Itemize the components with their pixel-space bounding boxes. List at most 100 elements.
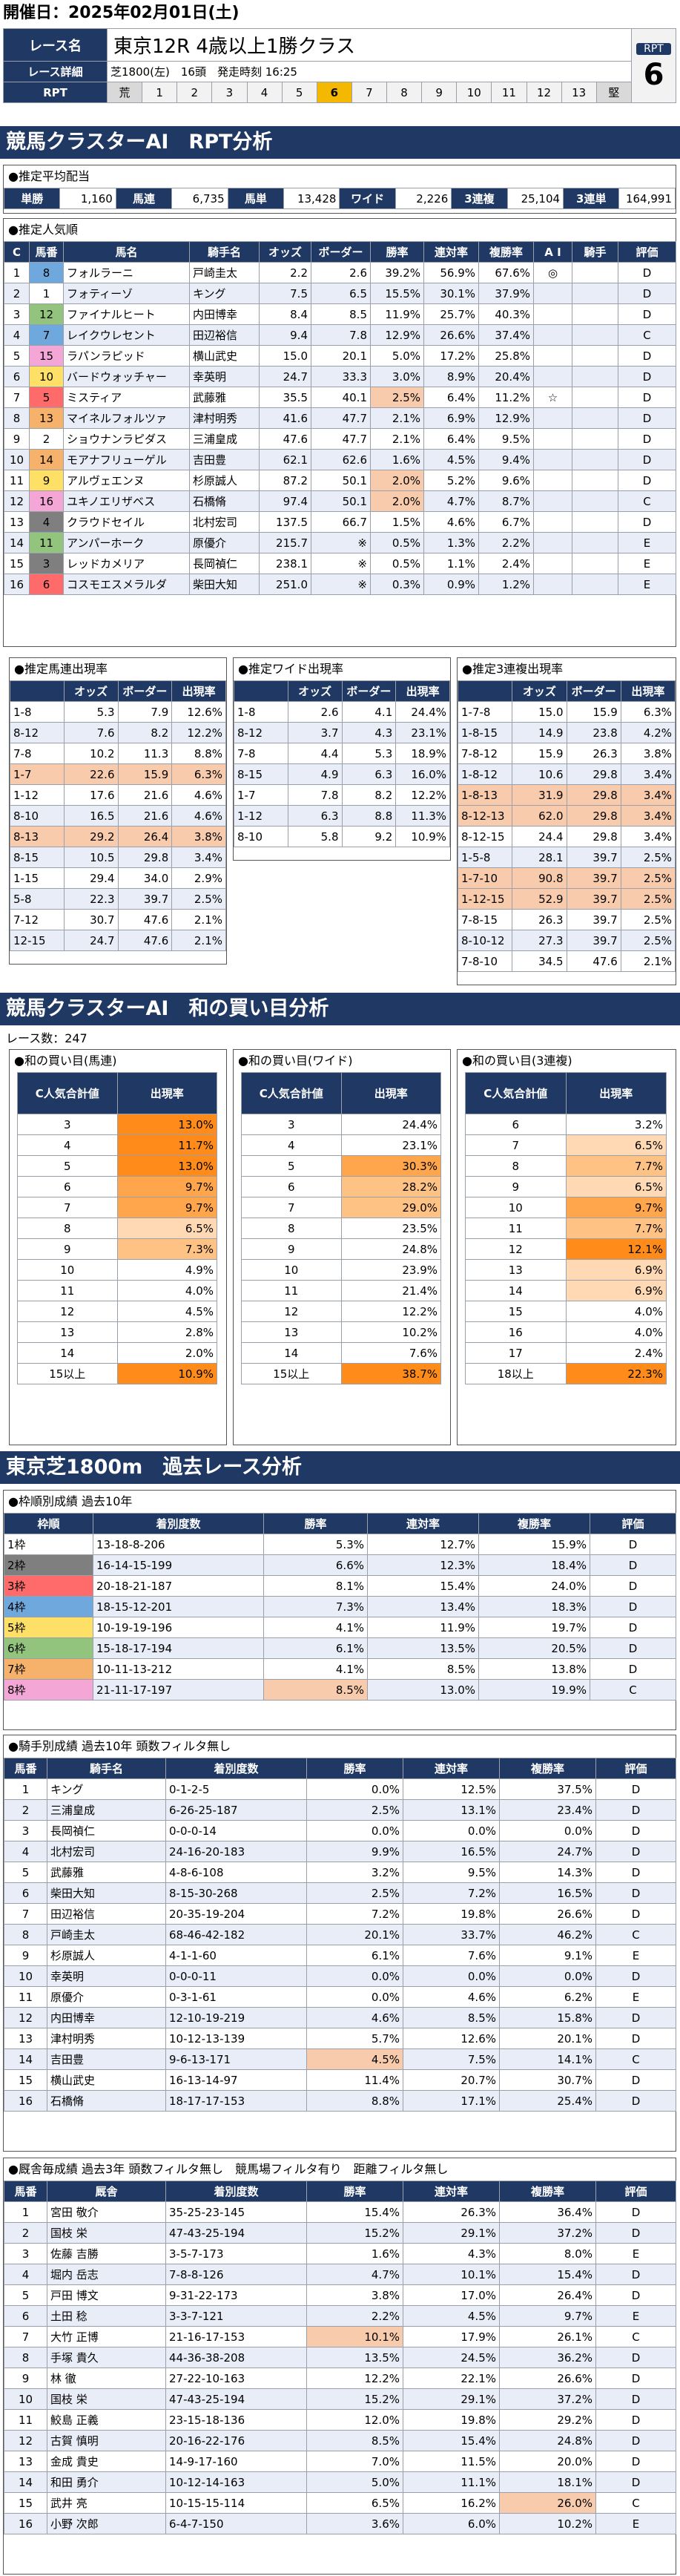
trio-rate-table: オッズ ボーダー 出現率 1-7-8 15.0 15.9 6.3% 1-8-15 14.9 23.… xyxy=(457,680,676,972)
pop-cell: 4 xyxy=(29,511,64,533)
table-row: 15以上 38.7% xyxy=(241,1363,441,1384)
column-header: ボーダー xyxy=(311,241,371,263)
stat-cell: 柴田大知 xyxy=(47,1882,166,1904)
stat-cell: 13.5% xyxy=(306,2347,403,2368)
pop-cell: D xyxy=(618,407,676,429)
stat-cell: 15.2% xyxy=(306,2388,403,2410)
stat-cell: 26.6% xyxy=(499,1903,596,1925)
pop-cell: 内田博幸 xyxy=(189,303,260,325)
pop-cell: レッドカメリア xyxy=(63,553,190,574)
sum-rate: 23.1% xyxy=(340,1134,441,1156)
payout-panel: ●推定平均配当 単勝 1,160 馬連 6,735 馬単 13,428 ワイド 2,226 3連… xyxy=(3,165,676,214)
pop-cell: 12 xyxy=(4,490,30,512)
table-row: 7-8 4.4 5.3 18.9% xyxy=(234,743,450,764)
payout-value: 1,160 xyxy=(59,188,116,209)
rate-cell: 2.1% xyxy=(171,930,226,951)
sum-rate: 38.7% xyxy=(340,1363,441,1384)
stat-cell: 土田 稔 xyxy=(47,2305,166,2327)
stat-cell: 戸崎圭太 xyxy=(47,1924,166,1945)
rate-cell: 30.7 xyxy=(63,909,119,930)
sum-key: 12 xyxy=(465,1238,567,1260)
sum-umaren-table: C人気合計値 出現率 3 13.0% 4 11.7% 5 13.0% 6 9.7% 7 9.7% 8 6.… xyxy=(17,1072,217,1384)
pop-cell: 20.1 xyxy=(311,345,371,367)
pop-cell: 9.5% xyxy=(478,428,534,450)
pop-cell xyxy=(572,283,618,304)
pop-cell: 66.7 xyxy=(311,511,371,533)
waku-cell: 4枠 xyxy=(4,1596,93,1617)
column-header: 勝率 xyxy=(370,241,424,263)
sum-rate: 4.9% xyxy=(116,1259,217,1281)
stat-cell: 9 xyxy=(4,1945,47,1966)
stat-cell: 7.0% xyxy=(306,2451,403,2472)
table-row: 6 柴田大知 8-15-30-268 2.5% 7.2% 16.5% D xyxy=(4,1882,676,1904)
pop-cell: 6.4% xyxy=(423,428,479,450)
table-row: 15以上 10.9% xyxy=(17,1363,217,1384)
sum-trio-table: C人気合計値 出現率 6 3.2% 7 6.5% 8 7.7% 9 6.5% 10 9.7% 11 7.7… xyxy=(465,1072,667,1384)
pop-cell: 62.6 xyxy=(311,449,371,470)
stat-cell: 13 xyxy=(4,2028,47,2049)
stat-cell: 9-31-22-173 xyxy=(165,2284,307,2306)
trainer-title: ●厩舎毎成績 過去3年 頭数フィルタ無し 競馬場フィルタ有り 距離フィルタ無し xyxy=(8,2162,449,2176)
rate-cell: 2.9% xyxy=(171,867,226,889)
stat-cell: 3 xyxy=(4,2243,47,2264)
stat-cell: D xyxy=(595,2222,676,2244)
stat-cell: 12.2% xyxy=(306,2368,403,2389)
stat-cell: C xyxy=(595,2326,676,2347)
sum-umaren-panel: ●和の買い目(馬連) C人気合計値 出現率 3 13.0% 4 11.7% 5 13.0% 6 9… xyxy=(9,1049,227,1445)
pop-cell: 三浦皇成 xyxy=(189,428,260,450)
stat-cell: 堀内 岳志 xyxy=(47,2264,166,2285)
race-name: 東京12R 4歳以上1勝クラス xyxy=(107,28,632,62)
race-label: レース名 xyxy=(3,28,108,62)
table-row: 15 3 レッドカメリア 長岡禎仁 238.1 ※ 0.5% 1.1% 2.4% E xyxy=(4,553,676,574)
stat-cell: 12.6% xyxy=(403,2028,500,2049)
trainer-table: 馬番 厩舎 着別度数 勝率 連対率 複勝率 評価 1 宮田 敬介 35-25-23-145 15.4… xyxy=(4,2181,676,2534)
stat-cell: 23.4% xyxy=(499,1799,596,1821)
stat-cell: C xyxy=(595,1924,676,1945)
table-row: 11 21.4% xyxy=(241,1280,441,1301)
column-header xyxy=(10,680,65,702)
stat-cell: 26.6% xyxy=(499,2368,596,2389)
pop-cell xyxy=(533,574,572,595)
pop-cell: 67.6% xyxy=(478,262,534,283)
stat-cell: 0.0% xyxy=(306,1778,403,1800)
stat-cell: 14 xyxy=(4,2471,47,2493)
stat-cell: 国枝 栄 xyxy=(47,2222,166,2244)
stat-cell: D xyxy=(595,2430,676,2451)
sum-key: 13 xyxy=(17,1321,118,1343)
column-header: 評価 xyxy=(618,241,676,263)
pop-cell: 9.6% xyxy=(478,470,534,491)
rate-cell: 39.7 xyxy=(566,930,621,951)
stat-cell: 20-16-22-176 xyxy=(165,2430,307,2451)
payout-type-label: ワイド xyxy=(339,188,396,209)
sum-key: 11 xyxy=(17,1280,118,1301)
rpt-scale-cell: 4 xyxy=(246,82,283,103)
sum-key: 13 xyxy=(465,1259,567,1281)
table-row: 14 和田 勇介 10-12-14-163 5.0% 11.1% 18.1% D xyxy=(4,2471,676,2493)
pop-cell: 杉原誠人 xyxy=(189,470,260,491)
pop-cell: 武藤雅 xyxy=(189,387,260,408)
pop-cell xyxy=(572,490,618,512)
table-row: 9 6.5% xyxy=(465,1176,667,1197)
stat-cell: 1.6% xyxy=(306,2243,403,2264)
rate-cell: 2.1% xyxy=(620,950,676,972)
table-row: 3 13.0% xyxy=(17,1114,217,1135)
waku-cell: 15-18-17-194 xyxy=(93,1637,264,1659)
pop-cell: 津村明秀 xyxy=(189,407,260,429)
column-header: 着別度数 xyxy=(165,1758,307,1779)
section-sum-analysis: 競馬クラスターAI 和の買い目分析 xyxy=(0,993,680,1025)
stat-cell: D xyxy=(595,1882,676,1904)
pop-cell: 11.2% xyxy=(478,387,534,408)
stat-cell: 6 xyxy=(4,1882,47,1904)
rpt-scale-cell: 1 xyxy=(142,82,178,103)
stat-cell: 10.1% xyxy=(306,2326,403,2347)
column-header: 着別度数 xyxy=(93,1513,264,1534)
table-row: 14 11 アンパーホーク 原優介 215.7 ※ 0.5% 1.3% 2.2% E xyxy=(4,532,676,553)
sum-rate: 7.3% xyxy=(116,1238,217,1260)
stat-cell: D xyxy=(595,2090,676,2112)
sum-key: 9 xyxy=(241,1238,342,1260)
rate-cell: 8-10 xyxy=(10,805,65,827)
stat-cell: 4.6% xyxy=(403,1986,500,2008)
pop-cell: 4.5% xyxy=(423,449,479,470)
waku-cell: 2枠 xyxy=(4,1554,93,1576)
pop-cell: 137.5 xyxy=(259,511,311,533)
